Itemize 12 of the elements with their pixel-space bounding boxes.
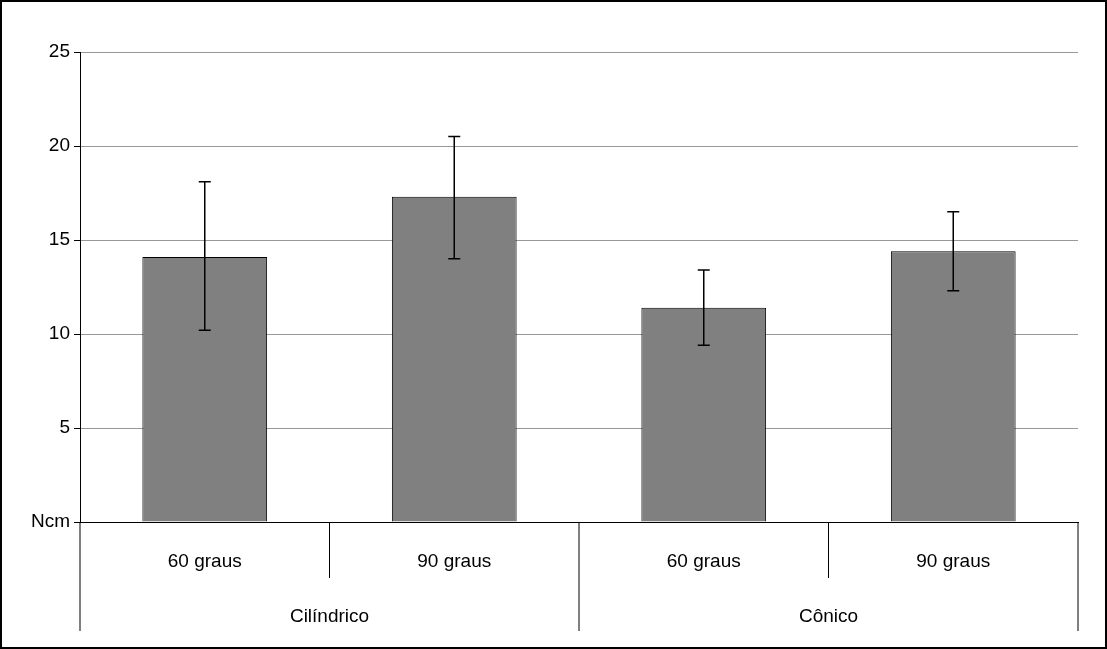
text: Cônico — [798, 605, 859, 627]
y-tick-label: Ncm — [30, 510, 70, 532]
text: Cilíndrico — [289, 605, 370, 627]
x-tick-label: 60 graus — [167, 549, 242, 571]
y-tick-label: 5 — [59, 416, 70, 438]
y-tick-label: 10 — [48, 322, 70, 344]
y-tick-label: 20 — [48, 134, 70, 156]
y-tick-label: 25 — [48, 40, 70, 62]
x-tick-label: 90 graus — [417, 549, 492, 571]
x-tick-label: 90 graus — [916, 549, 991, 571]
x-tick-label: 60 graus — [666, 549, 741, 571]
y-tick-label: 15 — [48, 228, 70, 250]
